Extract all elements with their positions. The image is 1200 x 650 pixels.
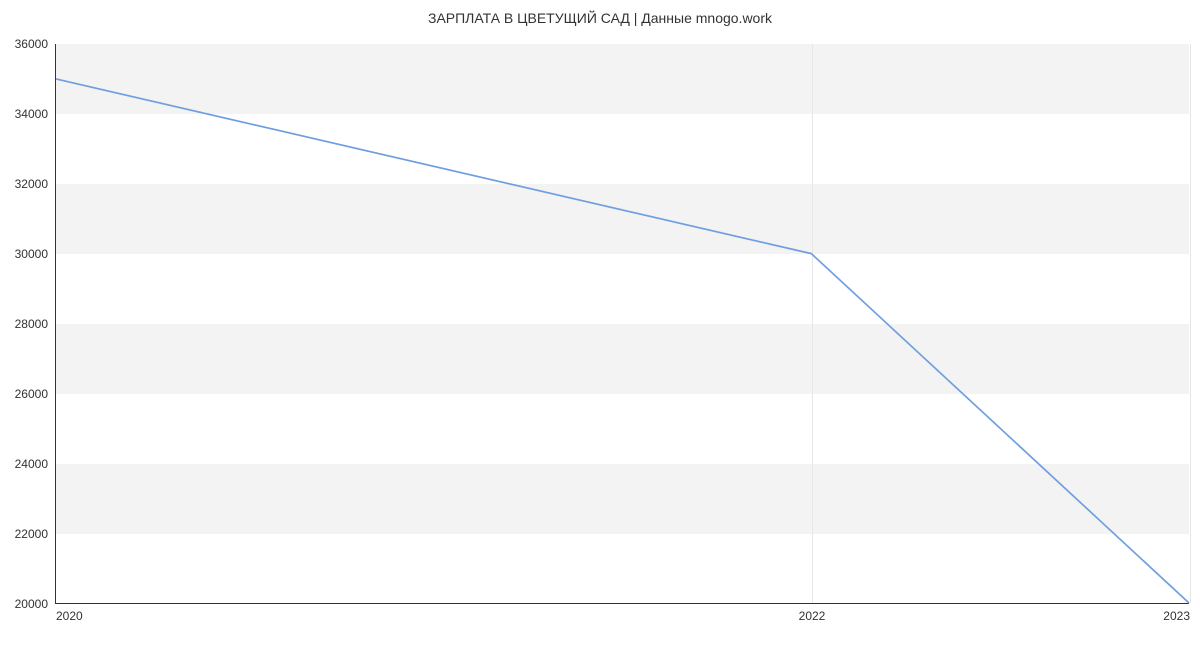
x-tick-label: 2022 — [799, 609, 826, 623]
y-tick-label: 28000 — [15, 317, 48, 331]
y-tick-label: 36000 — [15, 37, 48, 51]
plot-area: 2000022000240002600028000300003200034000… — [55, 44, 1189, 604]
y-tick-label: 24000 — [15, 457, 48, 471]
y-tick-label: 22000 — [15, 527, 48, 541]
x-gridline — [1190, 44, 1191, 603]
y-tick-label: 20000 — [15, 597, 48, 611]
y-tick-label: 26000 — [15, 387, 48, 401]
x-tick-label: 2023 — [1163, 609, 1190, 623]
y-tick-label: 30000 — [15, 247, 48, 261]
y-tick-label: 32000 — [15, 177, 48, 191]
series-salary — [56, 79, 1189, 603]
salary-line-chart: ЗАРПЛАТА В ЦВЕТУЩИЙ САД | Данные mnogo.w… — [0, 0, 1200, 650]
line-layer — [56, 44, 1189, 603]
chart-title: ЗАРПЛАТА В ЦВЕТУЩИЙ САД | Данные mnogo.w… — [0, 10, 1200, 26]
x-tick-label: 2020 — [56, 609, 83, 623]
y-tick-label: 34000 — [15, 107, 48, 121]
